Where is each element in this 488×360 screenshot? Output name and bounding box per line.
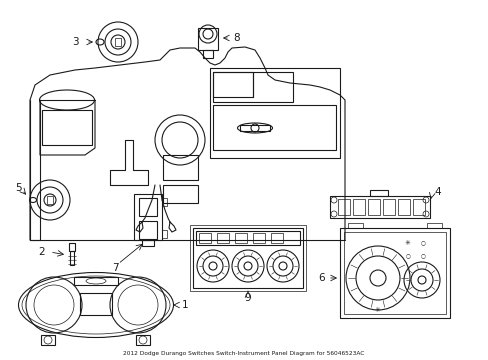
Text: 3: 3 [72, 37, 78, 47]
Bar [337, 199, 349, 215]
Bar [190, 225, 305, 291]
Text: 2012 Dodge Durango Switches Switch-Instrument Panel Diagram for 56046523AC: 2012 Dodge Durango Switches Switch-Instr… [123, 351, 364, 356]
Text: ○: ○ [420, 240, 425, 246]
Bar [209, 68, 339, 158]
Bar [196, 231, 299, 245]
Bar [74, 277, 118, 285]
Bar [217, 233, 228, 243]
Text: ✳: ✳ [374, 307, 380, 313]
Bar [352, 199, 364, 215]
Text: 4: 4 [434, 187, 440, 197]
Bar [69, 243, 75, 251]
Bar [41, 335, 55, 345]
Bar [213, 105, 335, 150]
Text: ○: ○ [405, 253, 409, 258]
Bar [198, 28, 218, 50]
Text: ✳: ✳ [404, 240, 410, 246]
Bar [163, 155, 198, 180]
Bar [139, 198, 157, 216]
Bar [80, 293, 112, 315]
Bar [203, 50, 213, 58]
Bar [162, 198, 167, 206]
Bar [193, 228, 303, 288]
Bar [235, 233, 246, 243]
Text: 9: 9 [244, 293, 251, 303]
Bar [163, 185, 198, 203]
Bar [347, 223, 362, 228]
Bar [382, 199, 394, 215]
Bar [369, 190, 387, 196]
Bar [213, 72, 252, 97]
Bar [270, 233, 283, 243]
Bar [47, 196, 53, 204]
Bar [162, 230, 167, 238]
Bar [252, 233, 264, 243]
Bar [343, 232, 445, 314]
Bar [397, 199, 409, 215]
Bar [339, 228, 449, 318]
Bar [136, 335, 150, 345]
Bar [139, 221, 157, 239]
Bar [42, 110, 92, 145]
Bar [115, 38, 121, 46]
Bar [70, 251, 74, 265]
Text: 5: 5 [15, 183, 21, 193]
Text: 1: 1 [182, 300, 188, 310]
Text: 7: 7 [111, 263, 118, 273]
Bar [142, 240, 154, 246]
Bar [426, 223, 441, 228]
Bar [329, 196, 429, 218]
Bar [240, 125, 269, 131]
Text: 2: 2 [39, 247, 45, 257]
Text: ○: ○ [420, 253, 425, 258]
Bar [199, 233, 210, 243]
Bar [134, 194, 162, 240]
Bar [367, 199, 379, 215]
Text: 8: 8 [233, 33, 240, 43]
Bar [412, 199, 424, 215]
Text: 6: 6 [318, 273, 325, 283]
Bar [213, 72, 292, 102]
